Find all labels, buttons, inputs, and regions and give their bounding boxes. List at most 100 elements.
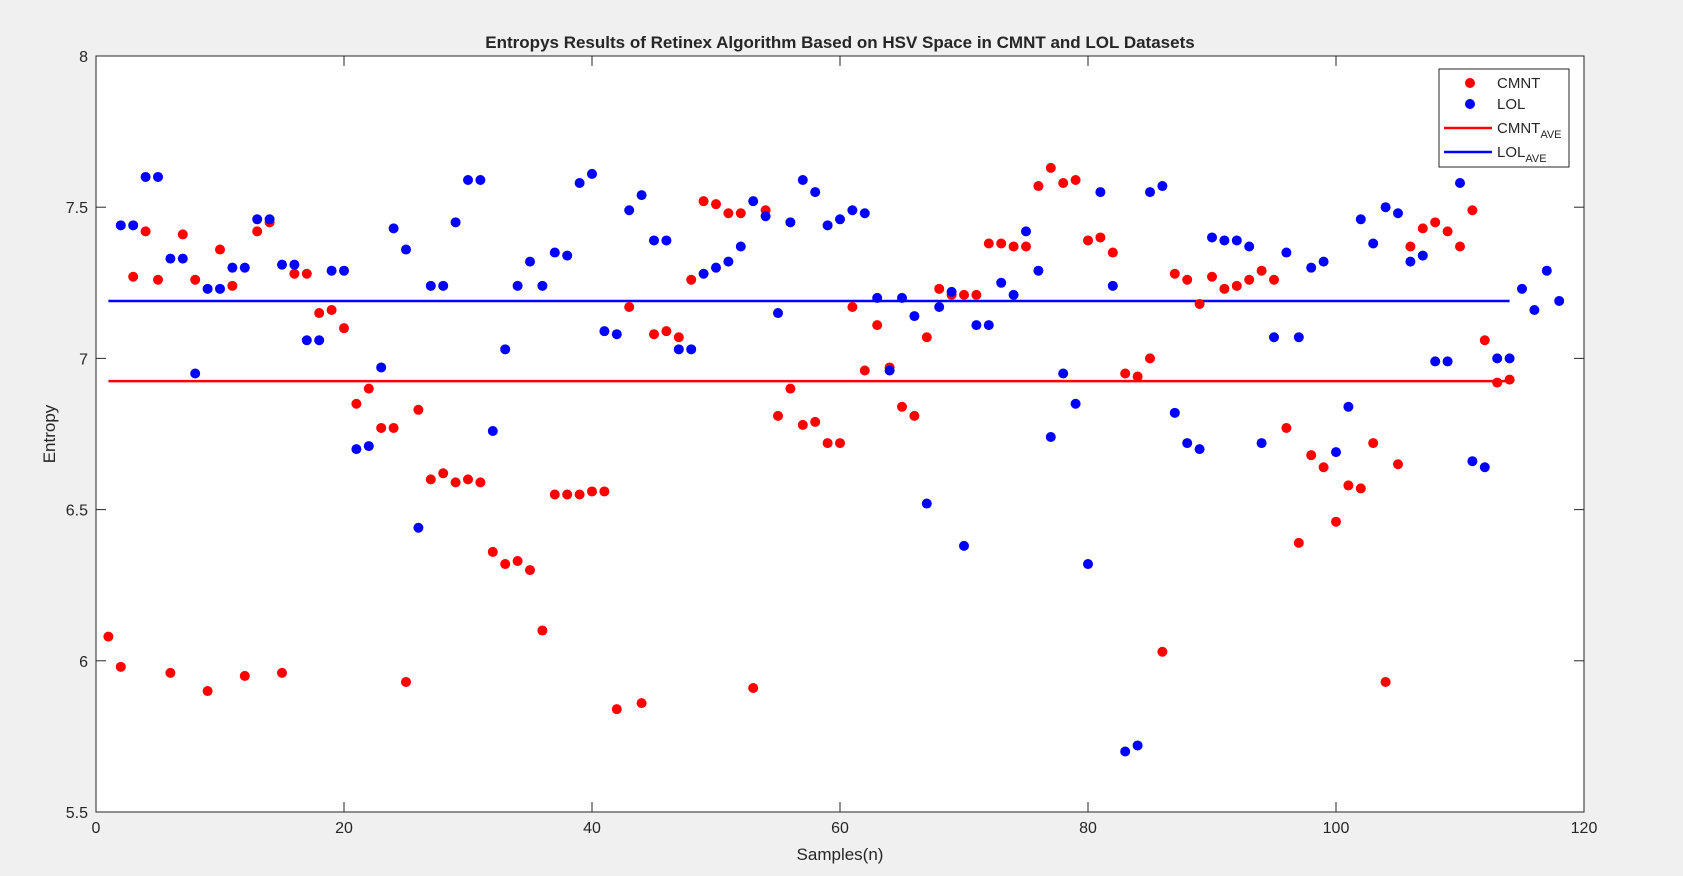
point-cmnt <box>525 565 535 576</box>
x-axis-label: Samples(n) <box>797 845 884 864</box>
point-cmnt <box>388 422 399 433</box>
point-cmnt <box>1405 241 1416 252</box>
point-lol <box>463 174 473 185</box>
legend-label-main: CMNT <box>1497 75 1540 92</box>
point-lol <box>153 171 163 182</box>
point-lol <box>339 265 349 276</box>
point-cmnt <box>363 383 374 394</box>
point-cmnt <box>202 686 213 697</box>
point-cmnt <box>1169 268 1180 279</box>
point-cmnt <box>1008 241 1019 252</box>
point-lol <box>624 205 635 216</box>
point-lol <box>1021 226 1031 237</box>
point-lol <box>884 365 895 376</box>
point-cmnt <box>611 704 622 715</box>
point-lol <box>1355 214 1366 225</box>
point-lol <box>450 217 461 228</box>
point-lol <box>1455 178 1465 189</box>
point-cmnt <box>562 489 573 500</box>
point-lol <box>289 259 300 270</box>
point-cmnt <box>872 320 883 331</box>
point-cmnt <box>785 383 796 394</box>
point-lol <box>1467 456 1478 467</box>
point-cmnt <box>636 698 647 709</box>
point-lol <box>773 308 783 319</box>
legend-label-main: LOL <box>1497 96 1525 113</box>
point-lol <box>872 292 883 303</box>
point-lol <box>1306 262 1317 273</box>
point-cmnt <box>686 274 697 285</box>
point-lol <box>475 174 486 185</box>
point-lol <box>921 498 932 509</box>
point-lol <box>735 241 746 252</box>
point-cmnt <box>624 301 635 312</box>
point-lol <box>500 344 511 355</box>
point-cmnt <box>500 559 511 570</box>
point-cmnt <box>835 438 845 449</box>
point-cmnt <box>1331 516 1341 527</box>
point-cmnt <box>1355 483 1366 494</box>
point-lol <box>1256 438 1267 449</box>
point-lol <box>983 320 994 331</box>
point-cmnt <box>450 477 461 488</box>
point-cmnt <box>1318 462 1329 473</box>
y-tick-label: 5.5 <box>66 805 88 822</box>
point-cmnt <box>1132 371 1143 382</box>
point-lol <box>215 283 225 294</box>
point-lol <box>1343 401 1354 412</box>
point-cmnt <box>128 271 139 282</box>
point-lol <box>239 262 250 273</box>
point-cmnt <box>897 401 907 412</box>
legend-label: LOL <box>1497 96 1525 113</box>
point-lol <box>1157 181 1168 192</box>
point-cmnt <box>748 683 759 694</box>
point-lol <box>1182 438 1193 449</box>
point-lol <box>1045 432 1056 443</box>
point-cmnt <box>326 305 337 316</box>
point-cmnt <box>921 332 932 343</box>
point-lol <box>1033 265 1044 276</box>
point-lol <box>1479 462 1490 473</box>
point-lol <box>512 280 523 291</box>
point-lol <box>1145 187 1155 198</box>
point-lol <box>128 220 139 231</box>
legend-marker-lol <box>1465 99 1475 109</box>
point-lol <box>413 522 424 533</box>
point-lol <box>1318 256 1329 267</box>
point-cmnt <box>810 416 821 427</box>
point-cmnt <box>934 283 945 294</box>
point-cmnt <box>1095 232 1106 243</box>
point-lol <box>277 259 287 270</box>
point-cmnt <box>649 329 659 340</box>
point-lol <box>1095 187 1106 198</box>
plot-frame <box>95 55 1585 813</box>
point-lol <box>264 214 275 225</box>
point-cmnt <box>1417 223 1428 234</box>
legend-box <box>1438 68 1570 168</box>
point-cmnt <box>1231 280 1242 291</box>
point-cmnt <box>376 422 387 433</box>
point-lol <box>425 280 436 291</box>
point-lol <box>140 171 151 182</box>
point-lol <box>252 214 263 225</box>
point-cmnt <box>1182 274 1193 285</box>
point-cmnt <box>153 274 163 285</box>
point-cmnt <box>177 229 188 240</box>
point-cmnt <box>1207 271 1217 282</box>
y-tick-label: 7 <box>79 351 88 368</box>
point-lol <box>760 211 771 222</box>
x-tick-label: 20 <box>335 820 353 837</box>
data-marks <box>103 162 1565 757</box>
point-cmnt <box>103 631 114 642</box>
point-lol <box>822 220 833 231</box>
point-cmnt <box>512 556 523 567</box>
point-cmnt <box>1269 274 1279 285</box>
legend-marker-cmnt <box>1465 78 1475 88</box>
point-lol <box>971 320 982 331</box>
point-cmnt <box>847 301 858 312</box>
point-cmnt <box>1070 174 1081 185</box>
y-tick-label: 6 <box>79 654 88 671</box>
point-lol <box>562 250 573 261</box>
point-cmnt <box>1281 422 1292 433</box>
point-lol <box>1417 250 1428 261</box>
